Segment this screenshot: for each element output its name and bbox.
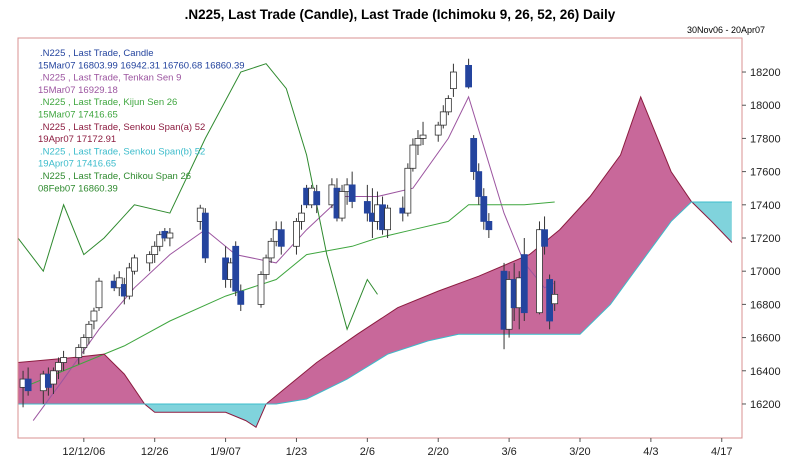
legend-name: .N225 , Last Trade, Chikou Span 26 [40,171,191,182]
legend-name: .N225 , Last Trade, Candle [40,48,154,59]
legend-name: .N225 , Last Trade, Tenkan Sen 9 [40,73,181,84]
candle-body [363,201,371,214]
candle-body [439,111,447,126]
candle-body [409,144,417,169]
candle-body [520,254,528,314]
candle-body [414,138,422,146]
candle-body [131,257,138,272]
legend-value: 19Apr07 17416.65 [38,159,116,170]
candle-body [384,207,391,231]
candle-body [24,378,32,392]
x-tick-label: 2/6 [360,446,375,458]
candle-body [60,357,67,363]
indicator-line [18,201,732,405]
candle-body [80,337,88,348]
candle-body [50,370,57,385]
candle-body [444,98,452,113]
candle-body [475,171,483,197]
x-tick-label: 1/23 [286,446,307,458]
candle-body [419,134,427,139]
legend-name: .N225 , Last Trade, Senkou Span(b) 52 [40,146,205,157]
candle-body [485,221,493,231]
x-tick-label: 1/9/07 [210,446,241,458]
x-tick-label: 3/6 [501,446,516,458]
y-tick-label: 16400 [750,366,781,378]
candle-body [536,229,543,314]
candle-body [75,347,83,358]
candle-body [90,310,98,322]
legend-value: 08Feb07 16860.39 [38,183,118,194]
candle-body [450,71,457,90]
candle-body [55,362,62,372]
x-tick-label: 4/17 [711,446,732,458]
candle-body [151,245,159,255]
y-tick-label: 16200 [750,399,781,411]
y-tick-label: 18200 [750,67,781,79]
candle-body [541,229,548,247]
legend-value: 15Mar07 17416.65 [38,110,118,121]
candle-body [257,274,265,305]
candle-body [95,280,103,309]
candle-body [146,254,154,264]
y-tick-label: 16600 [750,333,781,345]
legend-value: 15Mar07 16803.99 16942.31 16760.68 16860… [38,60,245,71]
candle-body [166,232,174,239]
legend-name: .N225 , Last Trade, Kijun Sen 26 [40,97,177,108]
y-tick-label: 17400 [750,200,781,212]
x-tick-label: 4/3 [643,446,658,458]
legend-name: .N225 , Last Trade, Senkou Span(a) 52 [40,122,205,133]
legend-value: 15Mar07 16929.18 [38,85,118,96]
candle-body [298,212,305,222]
candle-body [232,245,240,292]
x-tick-label: 2/20 [428,446,449,458]
candle-body [201,212,209,259]
candle-body [434,124,442,136]
cloud-bullish [18,96,732,404]
y-tick-label: 17800 [750,133,781,145]
y-tick-label: 17000 [750,266,781,278]
x-tick-label: 12/12/06 [62,446,105,458]
candle-body [115,277,123,289]
y-tick-label: 18000 [750,100,781,112]
candle-body [267,240,275,259]
candle-body [465,64,473,88]
candle-body [156,234,164,247]
plot-area [18,58,733,428]
candle-body [338,191,346,219]
candle-body [237,290,245,305]
y-tick-label: 17200 [750,233,781,245]
indicator-line [18,63,378,331]
chart-title: .N225, Last Trade (Candle), Last Trade (… [185,7,616,22]
candle-body [277,229,285,247]
candle-body [348,184,356,202]
candle-body [313,191,321,206]
axes: 16200 16400 16600 16800 17000 17200 17400 17600… [62,67,780,458]
candle-body [404,167,412,214]
candle-body [262,257,270,275]
candle-body [85,323,93,338]
chart-subtitle: 30Nov06 - 20Apr07 [687,25,765,35]
y-tick-label: 16800 [750,299,781,311]
candle-body [293,221,300,247]
candle-body [470,138,478,173]
candle-body [551,293,559,305]
x-tick-label: 12/26 [141,446,169,458]
candle-body [480,196,488,222]
x-tick-label: 3/20 [569,446,590,458]
candle-body [125,267,133,297]
legend-value: 19Apr07 17172.91 [38,134,116,145]
y-tick-label: 17600 [750,167,781,179]
